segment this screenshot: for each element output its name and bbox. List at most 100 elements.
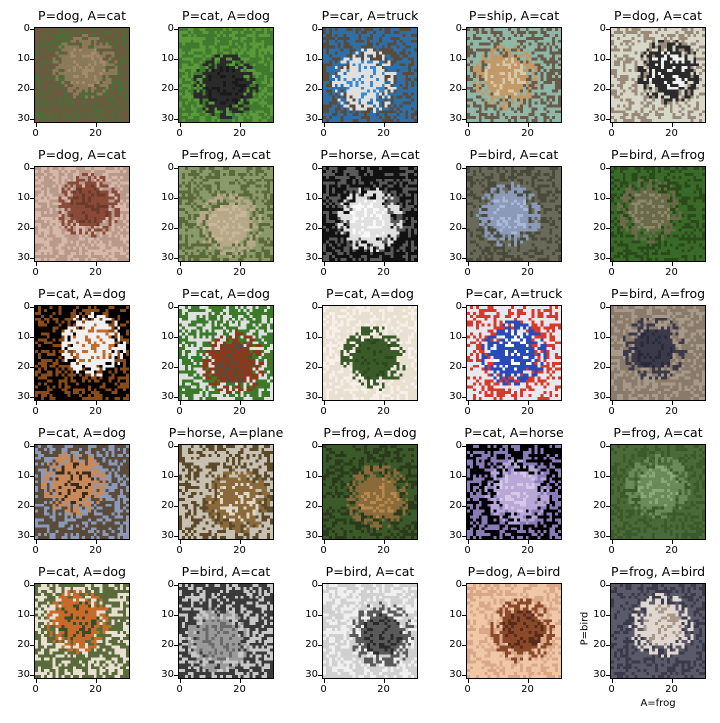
y-tick-mark [318, 445, 322, 447]
y-tick-label: 30 [17, 113, 30, 124]
x-tick-mark [179, 540, 181, 544]
y-tick-label: 30 [161, 669, 174, 680]
y-tick-label: 10 [161, 609, 174, 620]
y-tick-label: 10 [449, 192, 462, 203]
y-tick-label: 0 [24, 301, 30, 312]
panel-title: P=bird, A=frog [570, 287, 720, 301]
y-tick-mark [606, 445, 610, 447]
image-panel: P=dog, A=cat 0 10 20 30 0 20 [593, 9, 706, 167]
x-tick-mark [323, 262, 325, 266]
panel-title: P=bird, A=cat [138, 565, 314, 579]
x-tick-label: 0 [597, 546, 627, 556]
x-tick-mark [671, 401, 673, 405]
x-tick-label: 0 [309, 268, 339, 278]
image-panel: P=bird, A=frog 0 10 20 30 0 20 [593, 148, 706, 306]
x-tick-mark [611, 540, 613, 544]
x-tick-mark [611, 262, 613, 266]
y-tick-label: 0 [312, 162, 318, 173]
y-tick-mark [30, 614, 34, 616]
x-tick-label: 0 [21, 129, 51, 139]
x-tick-label: 20 [369, 129, 399, 139]
y-tick-mark [318, 197, 322, 199]
x-tick-mark [467, 262, 469, 266]
x-tick-label: 0 [453, 407, 483, 417]
y-tick-mark [462, 306, 466, 308]
y-tick-label: 0 [456, 440, 462, 451]
x-tick-mark [179, 262, 181, 266]
y-tick-mark [462, 396, 466, 398]
image-panel: P=cat, A=dog 0 10 20 30 0 20 [161, 9, 274, 167]
thumbnail-image [178, 166, 274, 262]
x-tick-mark [95, 262, 97, 266]
panel-title: P=ship, A=cat [426, 9, 602, 23]
x-tick-label: 20 [513, 685, 543, 695]
y-tick-label: 10 [17, 331, 30, 342]
image-panel: P=frog, A=dog 0 10 20 30 0 20 [305, 426, 418, 584]
x-tick-label: 0 [165, 129, 195, 139]
y-tick-label: 20 [449, 500, 462, 511]
x-tick-mark [179, 679, 181, 683]
y-tick-label: 10 [161, 331, 174, 342]
y-tick-label: 20 [305, 83, 318, 94]
thumbnail-image [322, 583, 418, 679]
y-tick-mark [30, 28, 34, 30]
y-tick-label: 10 [17, 470, 30, 481]
panel-title: P=horse, A=plane [138, 426, 314, 440]
y-tick-mark [462, 88, 466, 90]
image-panel: P=bird, A=cat 0 10 20 30 0 20 [449, 148, 562, 306]
x-tick-mark [323, 540, 325, 544]
y-tick-label: 30 [161, 391, 174, 402]
y-tick-label: 10 [305, 192, 318, 203]
y-tick-mark [30, 584, 34, 586]
y-tick-mark [462, 167, 466, 169]
y-tick-mark [318, 167, 322, 169]
x-tick-label: 0 [597, 685, 627, 695]
y-tick-label: 0 [600, 579, 606, 590]
panel-title: P=dog, A=bird [426, 565, 602, 579]
x-tick-mark [35, 540, 37, 544]
x-tick-mark [239, 401, 241, 405]
panel-title: P=car, A=truck [426, 287, 602, 301]
y-tick-mark [30, 306, 34, 308]
y-tick-label: 20 [161, 361, 174, 372]
y-tick-label: 0 [168, 579, 174, 590]
y-tick-label: 0 [600, 301, 606, 312]
panel-title: P=horse, A=cat [282, 148, 458, 162]
image-panel: P=car, A=truck 0 10 20 30 0 20 [305, 9, 418, 167]
x-tick-mark [527, 401, 529, 405]
y-tick-mark [30, 396, 34, 398]
x-tick-mark [383, 401, 385, 405]
x-tick-mark [671, 679, 673, 683]
y-tick-mark [174, 644, 178, 646]
y-tick-label: 30 [161, 252, 174, 263]
y-tick-label: 30 [305, 252, 318, 263]
y-tick-label: 10 [305, 53, 318, 64]
x-tick-label: 20 [81, 268, 111, 278]
y-tick-label: 20 [593, 639, 606, 650]
y-tick-mark [462, 475, 466, 477]
y-tick-label: 20 [305, 639, 318, 650]
x-tick-label: 0 [309, 407, 339, 417]
y-tick-mark [606, 227, 610, 229]
y-tick-mark [30, 366, 34, 368]
y-tick-label: 20 [161, 83, 174, 94]
x-tick-mark [95, 679, 97, 683]
y-tick-mark [462, 28, 466, 30]
y-tick-label: 20 [161, 500, 174, 511]
x-tick-mark [35, 262, 37, 266]
y-tick-label: 10 [305, 609, 318, 620]
y-tick-label: 0 [24, 162, 30, 173]
y-tick-mark [174, 475, 178, 477]
x-tick-label: 20 [513, 129, 543, 139]
x-tick-mark [239, 679, 241, 683]
y-tick-label: 20 [17, 361, 30, 372]
image-panel: P=cat, A=horse 0 10 20 30 0 20 [449, 426, 563, 584]
thumbnail-image [322, 27, 418, 123]
x-tick-label: 20 [657, 268, 687, 278]
thumbnail-image [610, 305, 706, 401]
y-tick-mark [30, 336, 34, 338]
y-tick-mark [606, 257, 610, 259]
y-tick-mark [174, 306, 178, 308]
x-tick-label: 0 [21, 407, 51, 417]
thumbnail-image [322, 444, 418, 540]
